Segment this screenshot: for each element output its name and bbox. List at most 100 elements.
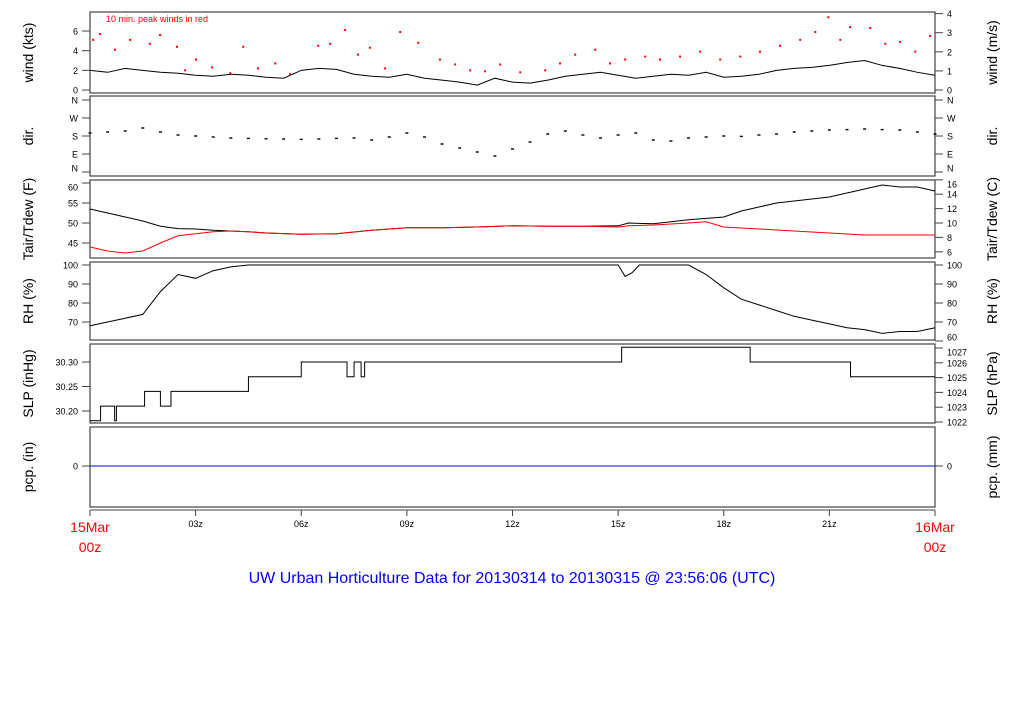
- direction-point: [317, 138, 321, 140]
- y-tick-label: N: [947, 96, 954, 106]
- y-tick-label: 6: [73, 27, 78, 37]
- rh-line: [89, 264, 936, 334]
- direction-point: [299, 138, 303, 141]
- y-tick-label: 2: [947, 47, 952, 57]
- peak-wind-point: [148, 42, 151, 45]
- y-tick-label: 4: [947, 9, 952, 19]
- direction-point: [511, 148, 514, 150]
- peak-wind-point: [899, 40, 902, 43]
- peak-wind-point: [779, 44, 782, 47]
- y-tick-label: 1023: [947, 403, 967, 413]
- y-axis-label-left: dir.: [20, 127, 36, 146]
- direction-point: [141, 127, 145, 129]
- y-tick-label: 90: [68, 280, 78, 290]
- direction-point: [158, 131, 162, 133]
- x-tick-label: 09z: [400, 519, 415, 529]
- direction-point: [845, 128, 849, 131]
- direction-point: [88, 132, 92, 134]
- direction-point: [106, 131, 110, 133]
- peak-wind-point: [839, 38, 842, 41]
- y-tick-label: 1026: [947, 358, 967, 368]
- peak-wind-point: [356, 53, 359, 56]
- y-tick-label: 45: [68, 239, 78, 249]
- y-tick-label: W: [70, 114, 79, 124]
- x-tick-label: 15z: [611, 519, 626, 529]
- peak-wind-point: [256, 67, 259, 70]
- x-tick-label: 12z: [505, 519, 520, 529]
- y-axis-label-left: pcp. (in): [20, 442, 36, 493]
- peak-wind-point: [98, 32, 101, 35]
- peak-wind-point: [827, 16, 830, 19]
- y-tick-label: W: [947, 114, 956, 124]
- peak-wind-point: [211, 66, 214, 69]
- peak-wind-point: [609, 62, 612, 65]
- peak-wind-point: [739, 55, 742, 58]
- direction-point: [739, 135, 743, 138]
- y-tick-label: 8: [947, 233, 952, 243]
- y-tick-label: 0: [73, 462, 78, 472]
- direction-point: [123, 130, 127, 132]
- y-axis-label-right: dir.: [984, 127, 1000, 146]
- peak-wind-point: [759, 50, 762, 53]
- peak-wind-point: [884, 42, 887, 45]
- direction-point: [528, 141, 532, 143]
- peak-wind-point: [574, 53, 577, 56]
- peak-wind-point: [484, 70, 487, 73]
- peak-wind-point: [699, 50, 702, 53]
- direction-point: [651, 139, 655, 141]
- peak-wind-point: [194, 58, 197, 61]
- peak-wind-point: [175, 45, 178, 48]
- direction-point: [898, 129, 902, 131]
- direction-point: [546, 133, 550, 135]
- peak-wind-point: [343, 29, 346, 32]
- peak-wind-point: [417, 41, 420, 44]
- peak-wind-point: [384, 67, 387, 70]
- direction-point: [863, 128, 867, 130]
- y-tick-label: 0: [947, 86, 952, 96]
- y-tick-label: 90: [947, 280, 957, 290]
- direction-point: [757, 134, 761, 136]
- tdew-line: [89, 221, 935, 254]
- y-tick-label: 1: [947, 66, 952, 76]
- peak-wind-point: [288, 73, 291, 76]
- x-tick-label: 06z: [294, 519, 309, 529]
- x-tick-label: 18z: [716, 519, 731, 529]
- peak-wind-point: [659, 58, 662, 61]
- direction-point: [880, 128, 884, 131]
- direction-point: [810, 130, 814, 132]
- direction-point: [475, 151, 479, 153]
- y-tick-label: 12: [947, 204, 957, 214]
- peak-wind-point: [644, 55, 647, 58]
- slp-line: [90, 346, 935, 422]
- y-tick-label: 16: [947, 179, 957, 189]
- peak-wind-point: [624, 58, 627, 61]
- y-tick-label: 1022: [947, 418, 967, 428]
- direction-point: [352, 137, 356, 139]
- y-tick-label: 30.25: [55, 382, 78, 392]
- y-axis-label-left: wind (kts): [20, 23, 36, 84]
- peak-wind-point: [719, 58, 722, 61]
- peak-wind-point: [129, 38, 132, 41]
- direction-point: [634, 132, 638, 134]
- y-tick-label: 70: [68, 318, 78, 328]
- panel-frame-relative_humidity: [89, 261, 936, 341]
- peak-wind-point: [559, 62, 562, 65]
- direction-point: [405, 132, 409, 134]
- peak-wind-point: [274, 62, 277, 65]
- y-axis-label-left: SLP (inHg): [20, 349, 36, 417]
- y-tick-label: 60: [947, 333, 957, 343]
- direction-point: [176, 134, 180, 136]
- peak-wind-point: [113, 48, 116, 51]
- direction-point: [775, 133, 779, 135]
- y-tick-label: 60: [68, 183, 78, 193]
- y-tick-label: 100: [947, 261, 962, 271]
- y-tick-label: 1024: [947, 388, 967, 398]
- peak-wind-point: [869, 27, 872, 30]
- wind-mean-line: [89, 60, 936, 86]
- y-axis-label-right: Tair/Tdew (C): [984, 177, 1000, 261]
- direction-point: [563, 130, 567, 132]
- direction-point: [440, 143, 444, 145]
- y-axis-label-left: Tair/Tdew (F): [20, 178, 36, 260]
- direction-point: [827, 129, 831, 131]
